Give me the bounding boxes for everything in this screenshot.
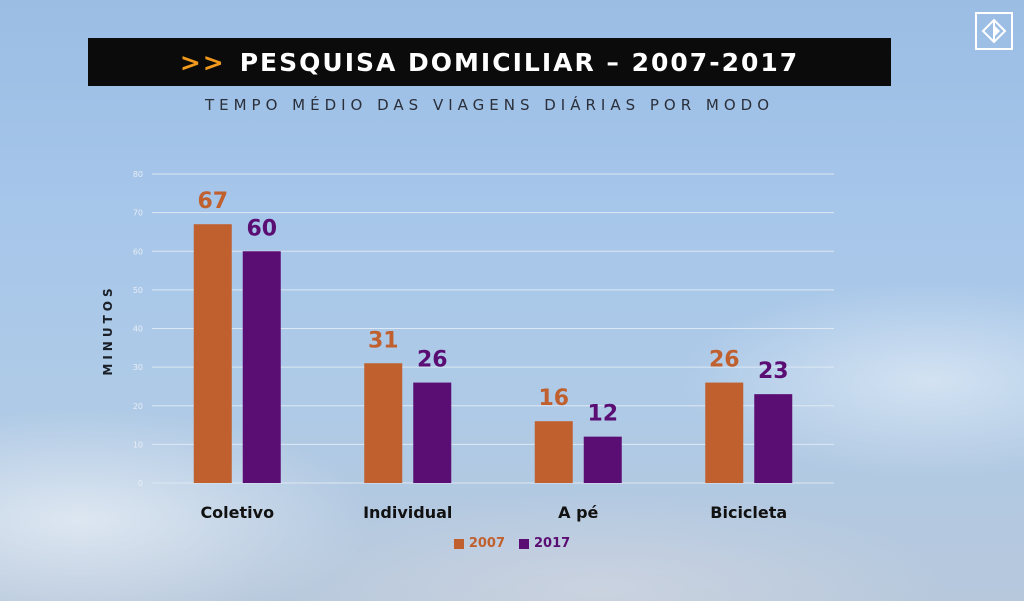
category-label: A pé xyxy=(558,503,598,522)
bar xyxy=(364,363,403,483)
metro-logo-glyph xyxy=(981,18,1007,44)
y-tick-label: 0 xyxy=(138,479,143,488)
title-bar: >> PESQUISA DOMICILIAR – 2007-2017 xyxy=(88,38,891,86)
y-tick-label: 60 xyxy=(133,247,143,256)
metro-logo-icon xyxy=(975,12,1013,50)
data-label: 31 xyxy=(368,328,399,353)
y-tick-label: 20 xyxy=(133,402,143,411)
y-tick-label: 10 xyxy=(133,440,143,449)
y-tick-label: 70 xyxy=(133,209,143,218)
legend-swatch-2017 xyxy=(519,538,529,549)
data-label: 60 xyxy=(246,216,277,241)
category-label: Bicicleta xyxy=(710,503,787,522)
y-tick-label: 40 xyxy=(133,325,143,334)
y-tick-label: 80 xyxy=(133,170,143,179)
category-label: Individual xyxy=(363,503,452,522)
legend-item-2007: 2007 xyxy=(453,536,505,551)
data-label: 23 xyxy=(758,359,789,384)
chart-legend: 2007 2017 xyxy=(0,536,1024,551)
data-label: 12 xyxy=(587,402,618,427)
legend-swatch-2007 xyxy=(453,538,464,549)
title-chevrons: >> xyxy=(179,47,226,77)
chart-subtitle: TEMPO MÉDIO DAS VIAGENS DIÁRIAS POR MODO xyxy=(204,96,775,114)
y-tick-label: 30 xyxy=(133,363,143,372)
category-label: Coletivo xyxy=(200,503,274,522)
y-tick-label: 50 xyxy=(133,286,143,295)
legend-label-2007: 2007 xyxy=(468,536,505,551)
data-label: 26 xyxy=(709,348,740,373)
bar xyxy=(754,394,793,483)
bar xyxy=(705,382,744,483)
legend-item-2017: 2017 xyxy=(519,536,570,551)
bar xyxy=(534,421,573,483)
data-label: 16 xyxy=(538,386,569,411)
page-title: PESQUISA DOMICILIAR – 2007-2017 xyxy=(239,47,800,77)
bar xyxy=(193,224,232,483)
bar xyxy=(413,382,452,483)
data-label: 26 xyxy=(417,348,448,373)
bar xyxy=(583,436,622,483)
legend-label-2017: 2017 xyxy=(534,536,571,551)
data-label: 67 xyxy=(197,189,228,214)
bar xyxy=(242,251,281,483)
